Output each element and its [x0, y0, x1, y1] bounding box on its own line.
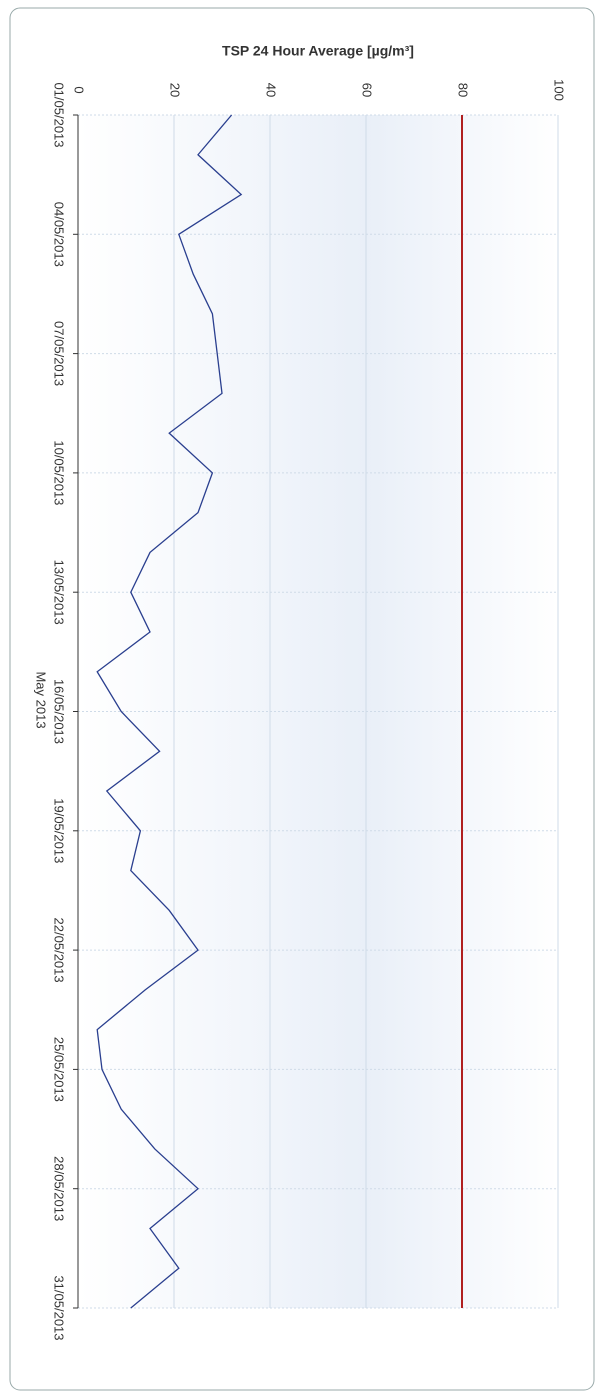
x-tick-label: 01/05/2013 — [52, 82, 67, 147]
x-axis-label: May 2013 — [34, 671, 49, 728]
y-tick-label: 20 — [168, 83, 183, 97]
x-tick-label: 31/05/2013 — [52, 1275, 67, 1340]
y-tick-label: 80 — [456, 83, 471, 97]
y-tick-label: 40 — [264, 83, 279, 97]
x-tick-label: 04/05/2013 — [52, 202, 67, 267]
x-tick-label: 07/05/2013 — [52, 321, 67, 386]
x-tick-label: 22/05/2013 — [52, 918, 67, 983]
y-tick-label: 100 — [552, 79, 567, 101]
y-tick-label: 0 — [72, 86, 87, 93]
x-tick-label: 25/05/2013 — [52, 1037, 67, 1102]
x-tick-label: 19/05/2013 — [52, 798, 67, 863]
data-line — [96, 114, 243, 1309]
y-tick-label: 60 — [360, 83, 375, 97]
x-tick-label: 10/05/2013 — [52, 440, 67, 505]
chart-title: TSP 24 Hour Average [µg/m³] — [222, 43, 414, 59]
x-tick-label: 16/05/2013 — [52, 679, 67, 744]
x-tick-label: 13/05/2013 — [52, 560, 67, 625]
x-tick-label: 28/05/2013 — [52, 1156, 67, 1221]
